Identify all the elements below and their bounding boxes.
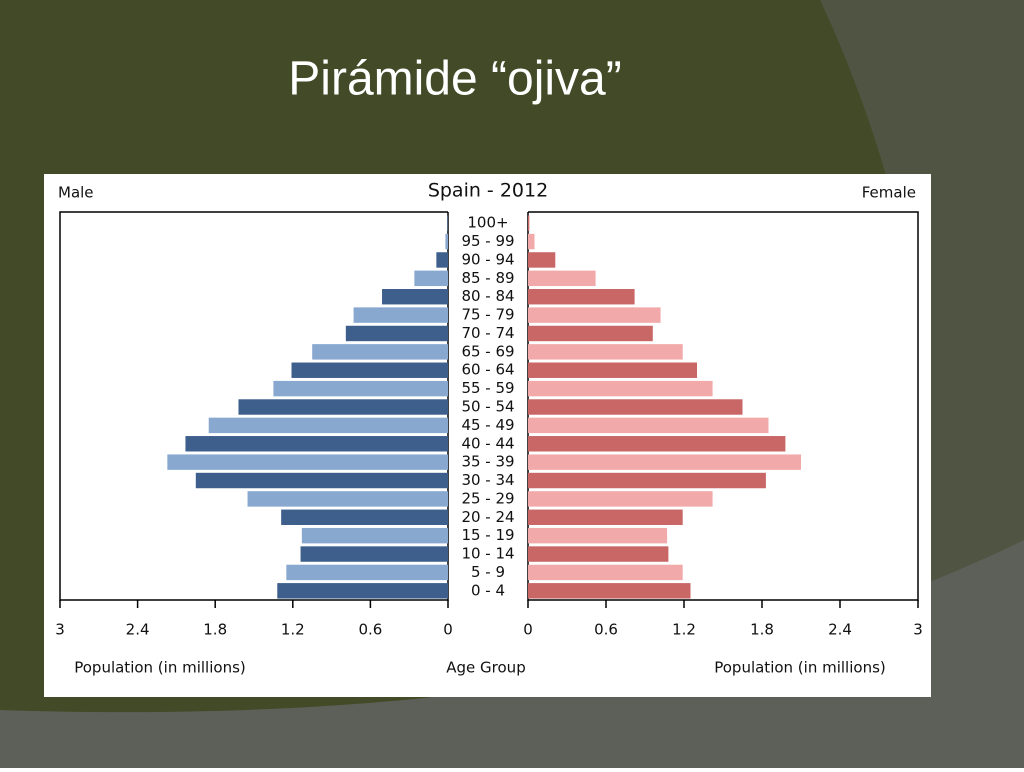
x-tick-label: 1.2 xyxy=(281,621,305,639)
bar xyxy=(528,417,769,434)
category-label: 100+ xyxy=(467,214,508,232)
bar xyxy=(528,491,713,507)
category-label: 75 - 79 xyxy=(461,306,514,324)
axis-title: Population (in millions) xyxy=(74,659,246,677)
bar xyxy=(382,288,448,305)
bar xyxy=(277,583,448,599)
bar xyxy=(208,417,448,434)
bar xyxy=(528,233,535,250)
bar xyxy=(436,252,448,268)
bar xyxy=(528,583,691,599)
x-tick-label: 1.8 xyxy=(750,621,774,639)
category-label: 50 - 54 xyxy=(461,398,514,416)
bar xyxy=(301,527,448,544)
bar xyxy=(528,307,661,323)
bar xyxy=(528,252,556,268)
x-tick-label: 1.2 xyxy=(672,621,696,639)
bar xyxy=(528,509,683,526)
category-label: 80 - 84 xyxy=(461,287,514,305)
bar xyxy=(528,325,653,342)
bar xyxy=(286,564,448,581)
bar xyxy=(528,344,683,360)
x-tick-label: 1.8 xyxy=(203,621,227,639)
bar xyxy=(528,564,683,581)
category-label: 65 - 69 xyxy=(461,342,514,360)
category-label: 0 - 4 xyxy=(471,581,505,599)
bar xyxy=(185,436,448,452)
bar xyxy=(345,325,448,342)
bar xyxy=(528,527,668,544)
category-label: 15 - 19 xyxy=(461,526,514,544)
category-label: 20 - 24 xyxy=(461,508,514,526)
bar xyxy=(528,215,530,231)
bar xyxy=(528,380,713,397)
x-tick-label: 3 xyxy=(55,621,65,639)
x-tick-label: 0.6 xyxy=(358,621,382,639)
x-tick-label: 3 xyxy=(913,621,923,639)
bar xyxy=(300,546,448,562)
category-label: 60 - 64 xyxy=(461,361,514,379)
bar xyxy=(528,454,801,470)
bar xyxy=(238,399,448,415)
left-label: Male xyxy=(58,184,94,202)
x-tick-label: 0 xyxy=(523,621,533,639)
bar xyxy=(528,288,635,305)
bar xyxy=(167,454,448,470)
right-label: Female xyxy=(862,184,916,202)
bar xyxy=(528,362,697,378)
bar xyxy=(281,509,448,526)
category-label: 40 - 44 xyxy=(461,434,514,452)
category-label: 35 - 39 xyxy=(461,453,514,471)
category-label: 55 - 59 xyxy=(461,379,514,397)
axis-title: Population (in millions) xyxy=(714,659,886,677)
bar xyxy=(528,270,596,287)
category-label: 70 - 74 xyxy=(461,324,514,342)
category-label: 85 - 89 xyxy=(461,269,514,287)
bar xyxy=(447,215,448,231)
x-tick-label: 2.4 xyxy=(828,621,852,639)
bar xyxy=(528,472,766,489)
bar xyxy=(291,362,448,378)
bar xyxy=(528,399,743,415)
slide-title: Pirámide “ojiva” xyxy=(288,53,621,106)
bar xyxy=(247,491,448,507)
category-label: 25 - 29 xyxy=(461,489,514,507)
chart-panel xyxy=(44,174,931,697)
x-tick-label: 2.4 xyxy=(126,621,150,639)
bar xyxy=(312,344,448,360)
category-label: 5 - 9 xyxy=(471,563,505,581)
chart-title: Spain - 2012 xyxy=(428,180,548,202)
category-label: 90 - 94 xyxy=(461,250,514,268)
category-label: 30 - 34 xyxy=(461,471,514,489)
category-label: 45 - 49 xyxy=(461,416,514,434)
bar xyxy=(414,270,448,287)
x-tick-label: 0.6 xyxy=(594,621,618,639)
bar xyxy=(445,233,448,250)
x-tick-label: 0 xyxy=(443,621,453,639)
decor-shape xyxy=(0,540,1024,768)
axis-title: Age Group xyxy=(446,659,525,677)
bar xyxy=(195,472,448,489)
bar xyxy=(353,307,448,323)
bar xyxy=(528,546,669,562)
category-label: 95 - 99 xyxy=(461,232,514,250)
category-label: 10 - 14 xyxy=(461,545,514,563)
bar xyxy=(528,436,786,452)
bar xyxy=(273,380,448,397)
